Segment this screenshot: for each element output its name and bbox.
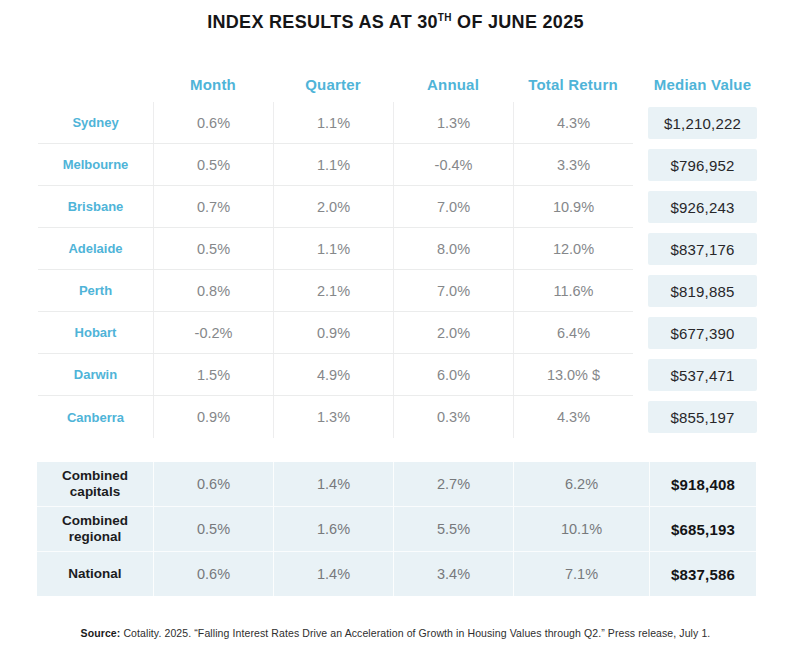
- median-value-box: $1,210,222: [648, 107, 757, 139]
- column-header-month: Month: [153, 76, 273, 93]
- annual-value: 5.5%: [393, 507, 513, 551]
- month-value: 0.8%: [153, 270, 273, 311]
- table-row-adelaide: Adelaide 0.5% 1.1% 8.0% 12.0% $837,176: [38, 228, 757, 270]
- total-return-value: 12.0%: [513, 228, 633, 269]
- total-return-value: 6.4%: [513, 312, 633, 353]
- row-label: Adelaide: [38, 241, 153, 256]
- month-value: 0.9%: [153, 396, 273, 438]
- annual-value: 2.7%: [393, 462, 513, 506]
- median-value-box: $926,243: [648, 191, 757, 223]
- table-row-perth: Perth 0.8% 2.1% 7.0% 11.6% $819,885: [38, 270, 757, 312]
- summary-row-combined-regional: Combined regional 0.5% 1.6% 5.5% 10.1% $…: [37, 506, 756, 551]
- annual-value: 7.0%: [393, 270, 513, 311]
- median-value: $837,586: [649, 552, 756, 596]
- quarter-value: 4.9%: [273, 354, 393, 395]
- source-label: Source:: [81, 627, 121, 639]
- month-value: 0.6%: [153, 462, 273, 506]
- quarter-value: 1.3%: [273, 396, 393, 438]
- annual-value: 6.0%: [393, 354, 513, 395]
- row-label: Combined capitals: [37, 468, 153, 500]
- total-return-value: 7.1%: [513, 552, 649, 596]
- table-row-sydney: Sydney 0.6% 1.1% 1.3% 4.3% $1,210,222: [38, 102, 757, 144]
- month-value: 0.5%: [153, 228, 273, 269]
- table-row-melbourne: Melbourne 0.5% 1.1% -0.4% 3.3% $796,952: [38, 144, 757, 186]
- row-label: Melbourne: [38, 157, 153, 172]
- total-return-value: 10.1%: [513, 507, 649, 551]
- row-label: Combined regional: [37, 513, 153, 545]
- annual-value: 0.3%: [393, 396, 513, 438]
- summary-row-combined-capitals: Combined capitals 0.6% 1.4% 2.7% 6.2% $9…: [37, 462, 756, 506]
- median-value: $918,408: [649, 462, 756, 506]
- total-return-value: 13.0% $: [513, 354, 633, 395]
- annual-value: -0.4%: [393, 144, 513, 185]
- month-value: 0.5%: [153, 507, 273, 551]
- quarter-value: 1.6%: [273, 507, 393, 551]
- total-return-value: 4.3%: [513, 396, 633, 438]
- quarter-value: 1.1%: [273, 228, 393, 269]
- source-text: Cotality. 2025. “Falling Interest Rates …: [120, 627, 710, 639]
- table-row-hobart: Hobart -0.2% 0.9% 2.0% 6.4% $677,390: [38, 312, 757, 354]
- table-header-row: Month Quarter Annual Total Return Median…: [38, 66, 757, 102]
- quarter-value: 2.1%: [273, 270, 393, 311]
- month-value: -0.2%: [153, 312, 273, 353]
- median-value-box: $837,176: [648, 233, 757, 265]
- annual-value: 8.0%: [393, 228, 513, 269]
- annual-value: 1.3%: [393, 102, 513, 143]
- month-value: 1.5%: [153, 354, 273, 395]
- median-value-box: $796,952: [648, 149, 757, 181]
- column-header-quarter: Quarter: [273, 76, 393, 93]
- quarter-value: 0.9%: [273, 312, 393, 353]
- column-header-total-return: Total Return: [513, 76, 633, 93]
- quarter-value: 1.1%: [273, 144, 393, 185]
- total-return-value: 11.6%: [513, 270, 633, 311]
- column-header-median-value: Median Value: [648, 76, 757, 93]
- month-value: 0.6%: [153, 552, 273, 596]
- quarter-value: 1.4%: [273, 552, 393, 596]
- annual-value: 7.0%: [393, 186, 513, 227]
- month-value: 0.5%: [153, 144, 273, 185]
- column-header-annual: Annual: [393, 76, 513, 93]
- quarter-value: 2.0%: [273, 186, 393, 227]
- total-return-value: 4.3%: [513, 102, 633, 143]
- quarter-value: 1.4%: [273, 462, 393, 506]
- summary-block: Combined capitals 0.6% 1.4% 2.7% 6.2% $9…: [37, 462, 756, 596]
- row-label: Perth: [38, 283, 153, 298]
- row-label: National: [37, 566, 153, 582]
- row-label: Hobart: [38, 325, 153, 340]
- median-value-box: $819,885: [648, 275, 757, 307]
- title-superscript: TH: [438, 12, 452, 23]
- annual-value: 2.0%: [393, 312, 513, 353]
- month-value: 0.6%: [153, 102, 273, 143]
- table-row-brisbane: Brisbane 0.7% 2.0% 7.0% 10.9% $926,243: [38, 186, 757, 228]
- total-return-value: 6.2%: [513, 462, 649, 506]
- summary-row-national: National 0.6% 1.4% 3.4% 7.1% $837,586: [37, 551, 756, 596]
- annual-value: 3.4%: [393, 552, 513, 596]
- row-label: Brisbane: [38, 199, 153, 214]
- median-value-box: $677,390: [648, 317, 757, 349]
- median-value-box: $537,471: [648, 359, 757, 391]
- median-value-box: $855,197: [648, 401, 757, 433]
- index-results-table: Month Quarter Annual Total Return Median…: [38, 66, 757, 438]
- quarter-value: 1.1%: [273, 102, 393, 143]
- row-label: Darwin: [38, 367, 153, 382]
- row-label: Canberra: [38, 410, 153, 425]
- table-row-darwin: Darwin 1.5% 4.9% 6.0% 13.0% $ $537,471: [38, 354, 757, 396]
- total-return-value: 3.3%: [513, 144, 633, 185]
- page-title: INDEX RESULTS AS AT 30TH OF JUNE 2025: [0, 12, 791, 33]
- median-value: $685,193: [649, 507, 756, 551]
- month-value: 0.7%: [153, 186, 273, 227]
- row-label: Sydney: [38, 115, 153, 130]
- total-return-value: 10.9%: [513, 186, 633, 227]
- table-row-canberra: Canberra 0.9% 1.3% 0.3% 4.3% $855,197: [38, 396, 757, 438]
- source-note: Source: Cotality. 2025. “Falling Interes…: [0, 627, 791, 639]
